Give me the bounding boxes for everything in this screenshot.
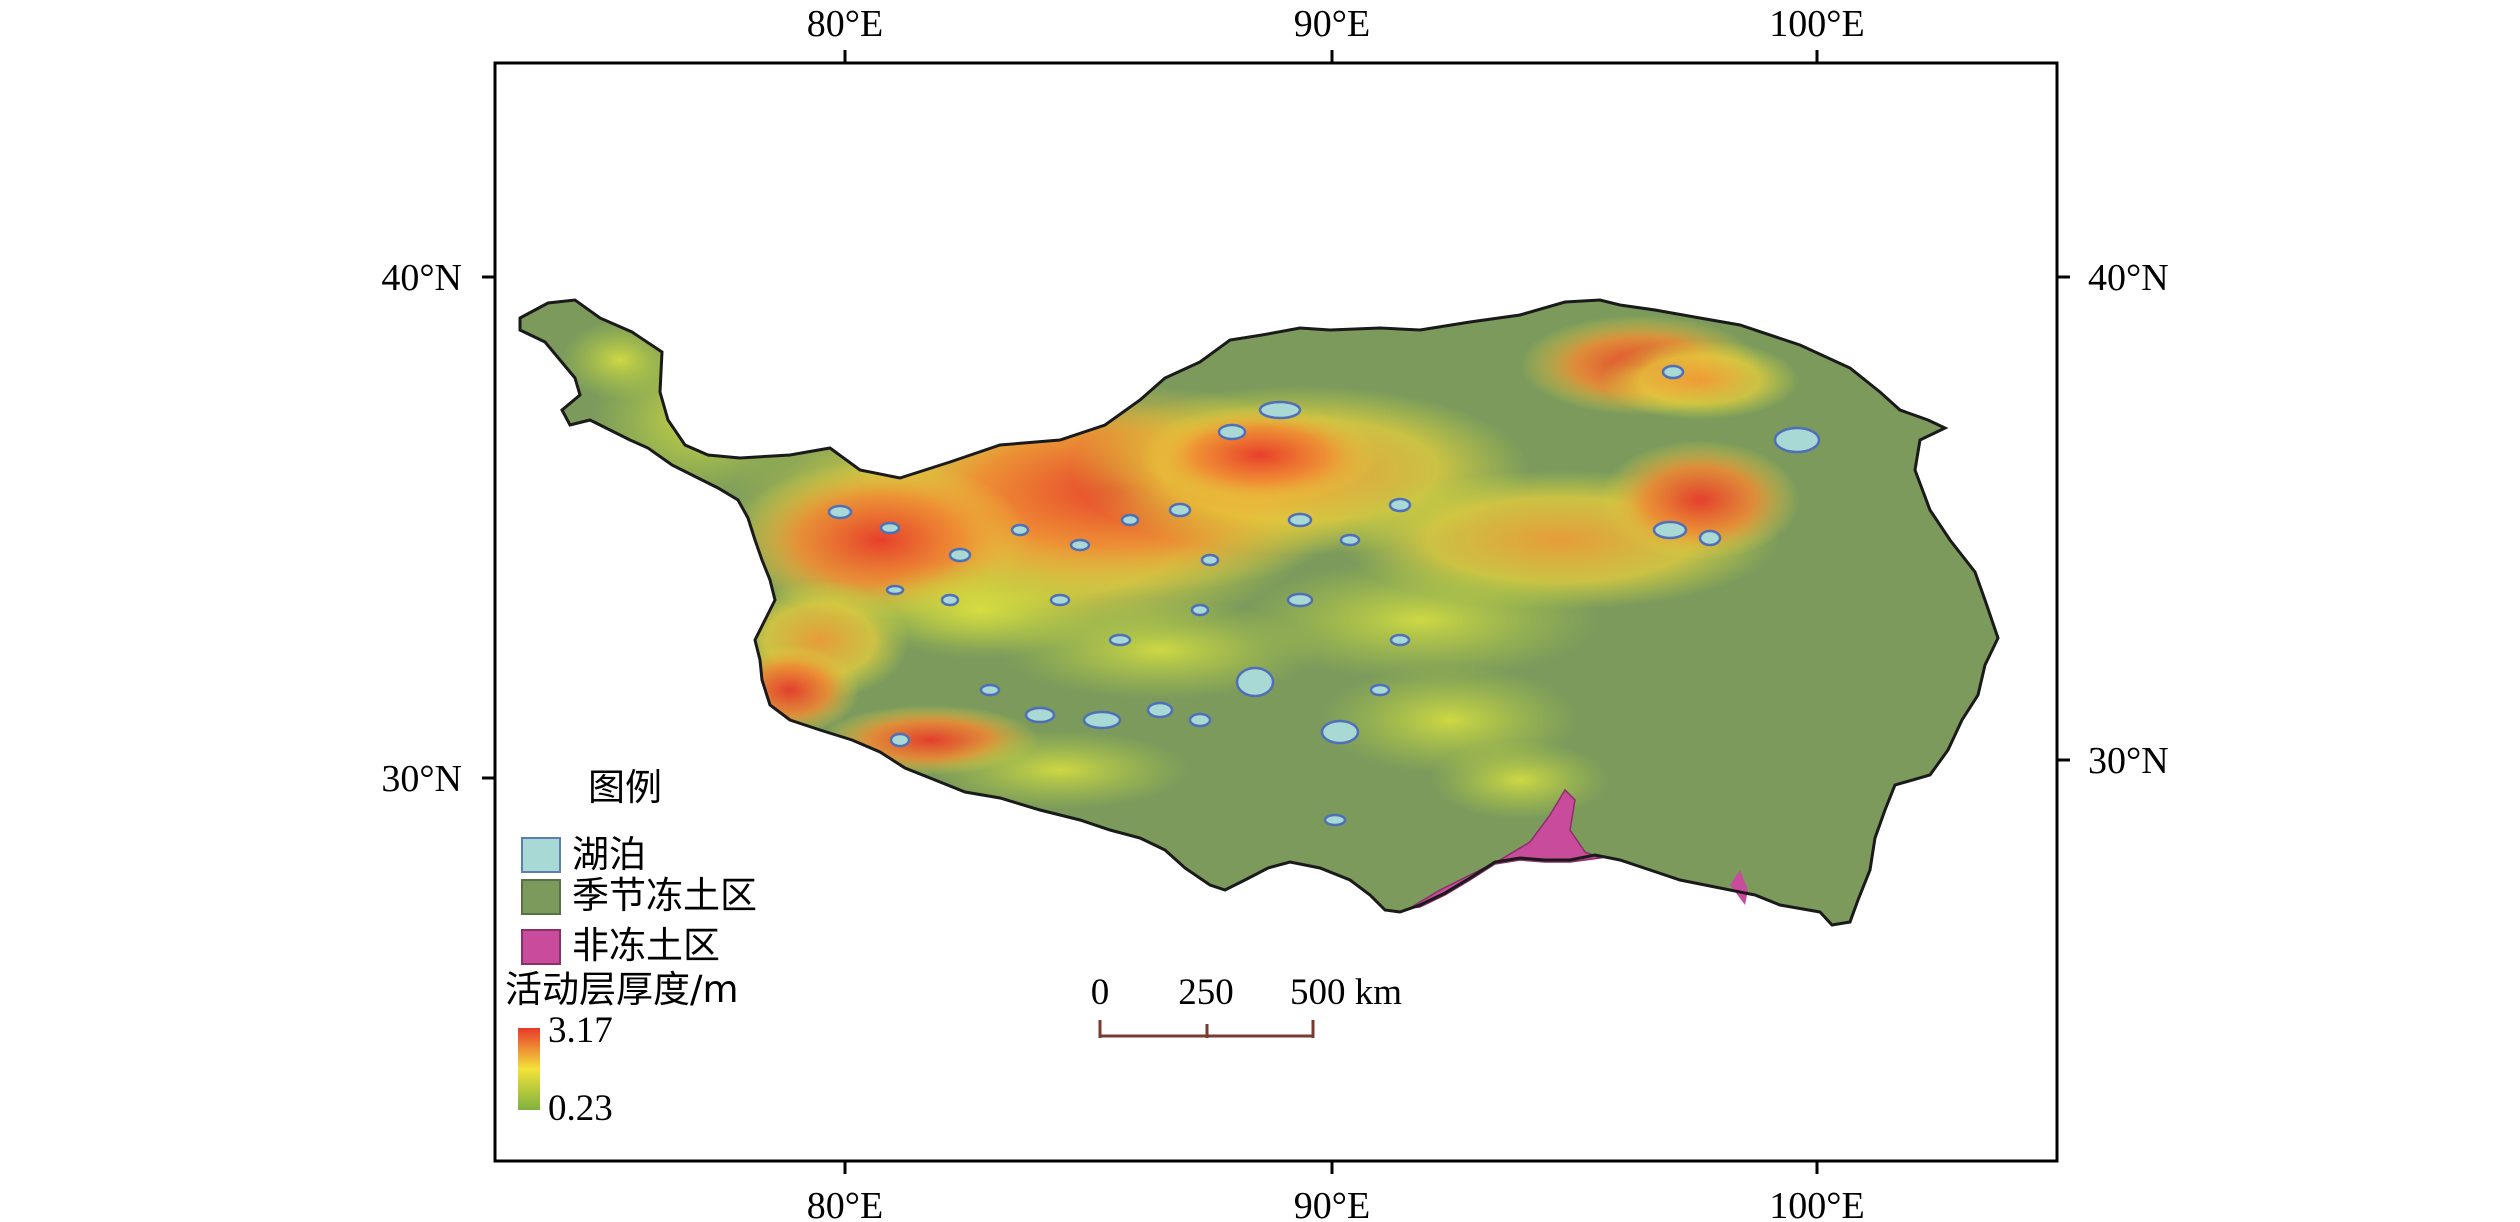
scale-label-0: 0 <box>1091 972 1110 1013</box>
legend-item-lake: 湖泊 <box>572 833 646 876</box>
non-frozen-strip <box>1730 870 1748 905</box>
left-label-30N: 30°N <box>381 758 462 800</box>
bottom-ticks <box>843 1161 1819 1174</box>
lakes <box>827 364 1821 827</box>
scale-bar: 0 250 500 km <box>1091 972 1402 1038</box>
non-frozen-swatch <box>521 929 561 965</box>
active-layer-gradient-bar <box>518 1028 540 1110</box>
right-ticks <box>2057 275 2070 762</box>
right-label-30N: 30°N <box>2088 740 2169 782</box>
left-ticks <box>482 275 495 780</box>
bottom-label-100E: 100°E <box>1769 1185 1864 1222</box>
left-label-40N: 40°N <box>381 257 462 299</box>
bottom-label-80E: 80°E <box>807 1185 883 1222</box>
right-label-40N: 40°N <box>2088 257 2169 299</box>
gradient-max-label: 3.17 <box>548 1010 613 1051</box>
top-label-90E: 90°E <box>1294 3 1370 45</box>
scale-label-250: 250 <box>1178 972 1234 1013</box>
top-ticks <box>843 50 1819 63</box>
bottom-label-90E: 90°E <box>1294 1185 1370 1222</box>
legend-title: 图例 <box>588 766 662 809</box>
gradient-title: 活动层厚度/m <box>505 968 739 1011</box>
gradient-min-label: 0.23 <box>548 1088 613 1129</box>
seasonal-frost-swatch <box>521 879 561 915</box>
lake-swatch <box>521 837 561 873</box>
map-frame <box>493 61 2059 1163</box>
top-label-100E: 100°E <box>1769 3 1864 45</box>
top-label-80E: 80°E <box>807 3 883 45</box>
legend: 图例 湖泊 季节冻土区 非冻土区 活动层厚度/m 3.17 0.23 <box>505 766 757 1129</box>
legend-item-non-frozen: 非冻土区 <box>572 924 720 967</box>
scale-label-500km: 500 km <box>1290 972 1402 1013</box>
legend-item-seasonal-frost: 季节冻土区 <box>572 874 757 917</box>
